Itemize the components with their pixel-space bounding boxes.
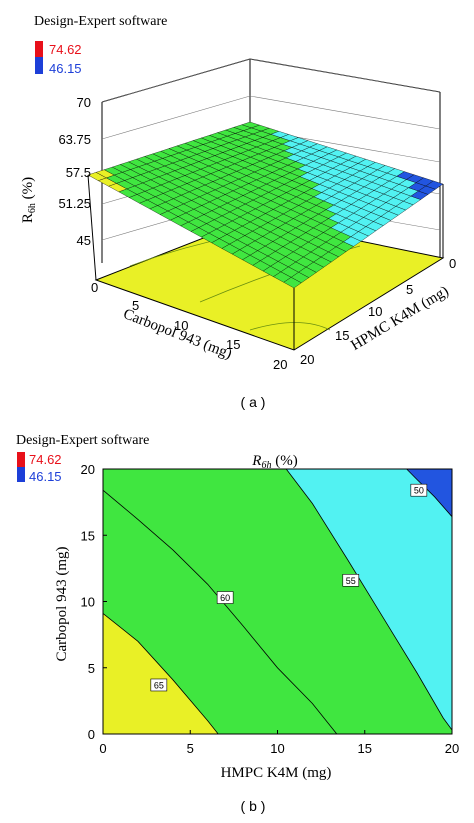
legend-low-value-a: 46.15 bbox=[49, 61, 82, 76]
contour-label-55: 55 bbox=[346, 576, 356, 586]
z-tick: 57.5 bbox=[66, 165, 91, 180]
floor-contour-line-c bbox=[249, 322, 331, 331]
contour-label-box bbox=[410, 483, 428, 497]
z-tick: 51.25 bbox=[58, 196, 91, 211]
panel-a: Design-Expert software 74.62 46.15 70 63… bbox=[20, 14, 456, 410]
x-tick-label: 5 bbox=[187, 741, 194, 756]
y-tick-label: 0 bbox=[88, 727, 95, 742]
contour-title: R6h (%) bbox=[251, 453, 297, 471]
software-label-a: Design-Expert software bbox=[34, 14, 167, 29]
contour-label-box bbox=[216, 591, 234, 604]
x-tick: 0 bbox=[91, 280, 98, 295]
contour-line-55 bbox=[285, 468, 453, 731]
panel-b: Design-Expert software 74.62 46.15 R6h (… bbox=[16, 433, 459, 814]
software-label-b: Design-Expert software bbox=[16, 433, 149, 448]
legend-high-swatch-a bbox=[35, 41, 43, 57]
y-tick-label: 20 bbox=[81, 462, 95, 477]
contour-label-65: 65 bbox=[154, 680, 164, 690]
y-tick: 5 bbox=[406, 282, 413, 297]
x-axis-label-hpmc: HMPC K4M (mg) bbox=[221, 765, 332, 781]
wall-gridline bbox=[249, 95, 441, 130]
panel-label-b: ( b ) bbox=[241, 798, 266, 814]
region-below-55 bbox=[286, 469, 452, 734]
y-tick: 0 bbox=[449, 256, 456, 271]
x-tick-label: 20 bbox=[445, 741, 459, 756]
region-below-50 bbox=[406, 469, 452, 517]
y-tick-label: 10 bbox=[81, 595, 95, 610]
x-tick: 5 bbox=[132, 298, 139, 313]
contour-plot: 0 5 10 15 20 0 5 10 15 20 65 60 55 50 bbox=[81, 462, 460, 756]
legend-low-value-b: 46.15 bbox=[29, 469, 62, 484]
response-surface bbox=[87, 121, 444, 289]
legend-high-value-a: 74.62 bbox=[49, 42, 82, 57]
contour-line-65 bbox=[102, 613, 219, 735]
legend-high-value-b: 74.62 bbox=[29, 452, 62, 467]
y-tick-label: 5 bbox=[88, 661, 95, 676]
legend-low-swatch-a bbox=[35, 57, 43, 74]
x-tick-label: 10 bbox=[270, 741, 284, 756]
wall-gridline bbox=[249, 58, 441, 93]
y-tick: 15 bbox=[335, 328, 349, 343]
contour-label-60: 60 bbox=[220, 593, 230, 603]
drop-lines bbox=[87, 174, 444, 350]
x-tick: 20 bbox=[273, 357, 287, 372]
z-axis-label: R6h (%) bbox=[20, 177, 38, 223]
x-tick: 10 bbox=[174, 318, 188, 333]
legend-low-swatch-b bbox=[17, 467, 25, 482]
surface-cell bbox=[425, 180, 444, 190]
z-tick: 63.75 bbox=[58, 132, 91, 147]
contour-label-box bbox=[342, 573, 360, 587]
y-axis-label-carbopol: Carbopol 943 (mg) bbox=[54, 547, 70, 662]
y-tick-label: 15 bbox=[81, 528, 95, 543]
contour-line-60 bbox=[102, 489, 338, 735]
panel-label-a: ( a ) bbox=[241, 394, 266, 410]
x-tick-label: 15 bbox=[358, 741, 372, 756]
y-tick: 20 bbox=[300, 352, 314, 367]
region-above-65 bbox=[103, 613, 219, 734]
legend-high-swatch-b bbox=[17, 452, 25, 467]
wall-gridline bbox=[101, 58, 251, 103]
x-tick: 15 bbox=[226, 337, 240, 352]
y-tick: 10 bbox=[368, 304, 382, 319]
contour-label-box bbox=[150, 678, 168, 692]
wall-gridline bbox=[101, 95, 251, 140]
x-tick-label: 0 bbox=[99, 741, 106, 756]
z-tick: 70 bbox=[77, 95, 91, 110]
contour-label-50: 50 bbox=[414, 486, 424, 496]
z-tick: 45 bbox=[77, 233, 91, 248]
